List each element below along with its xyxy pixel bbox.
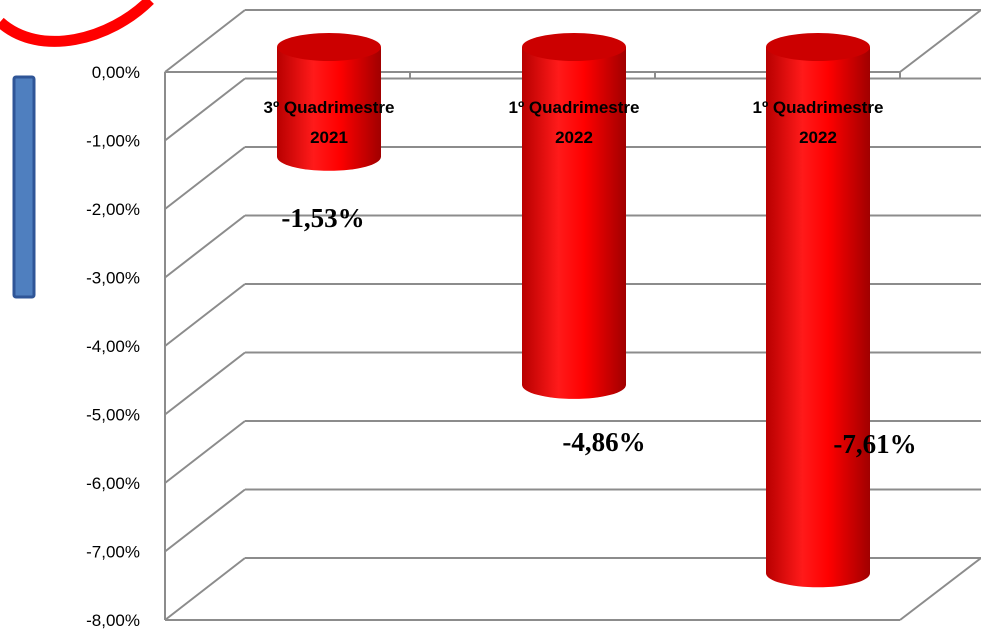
side-wall-line bbox=[164, 283, 246, 347]
y-tick-label: -5,00% bbox=[86, 406, 140, 425]
decorations bbox=[0, 0, 154, 299]
blue-side-bar bbox=[12, 75, 36, 299]
bar bbox=[522, 33, 626, 399]
bar bbox=[766, 33, 870, 588]
data-label: -7,61% bbox=[833, 429, 916, 459]
category-labels: 3º Quadrimestre 2021 1º Quadrimestre 2022 1º… bbox=[264, 98, 884, 147]
bars bbox=[277, 33, 870, 588]
y-tick-label: -2,00% bbox=[86, 200, 140, 219]
side-wall-line bbox=[164, 146, 246, 210]
red-ring-decoration bbox=[0, 0, 154, 47]
bar-top bbox=[522, 33, 626, 61]
value-labels: -1,53% -4,86% -7,61% bbox=[281, 203, 916, 459]
data-label: -1,53% bbox=[281, 203, 364, 233]
side-wall-line bbox=[164, 557, 246, 621]
side-wall-line bbox=[164, 214, 246, 279]
y-tick-label: -8,00% bbox=[86, 611, 140, 630]
bar-body bbox=[277, 47, 381, 171]
y-axis-ticks: 0,00% -1,00% -2,00% -3,00% -4,00% -5,00% -6,00… bbox=[86, 63, 140, 630]
y-tick-label: -6,00% bbox=[86, 474, 140, 493]
side-wall-line bbox=[164, 420, 246, 484]
y-tick-label: -1,00% bbox=[86, 132, 140, 151]
y-tick-label: 0,00% bbox=[92, 63, 140, 82]
bar-top bbox=[277, 33, 381, 61]
bar-body bbox=[522, 47, 626, 399]
bar bbox=[277, 33, 381, 171]
y-tick-label: -7,00% bbox=[86, 543, 140, 562]
y-tick-label: -4,00% bbox=[86, 337, 140, 356]
side-wall-line bbox=[164, 488, 246, 553]
side-wall-line bbox=[164, 77, 246, 142]
bar-body bbox=[766, 47, 870, 588]
floor-edge bbox=[899, 557, 981, 621]
x-axis-side-line bbox=[899, 9, 981, 73]
x-tick-label: 3º Quadrimestre 2021 bbox=[264, 98, 395, 147]
side-wall-line bbox=[164, 9, 246, 73]
data-label: -4,86% bbox=[562, 427, 645, 457]
x-tick-label: 1º Quadrimestre 2022 bbox=[753, 98, 884, 147]
y-tick-label: -3,00% bbox=[86, 269, 140, 288]
side-wall-line bbox=[164, 351, 246, 416]
x-tick-label: 1º Quadrimestre 2022 bbox=[509, 98, 640, 147]
bar-top bbox=[766, 33, 870, 61]
